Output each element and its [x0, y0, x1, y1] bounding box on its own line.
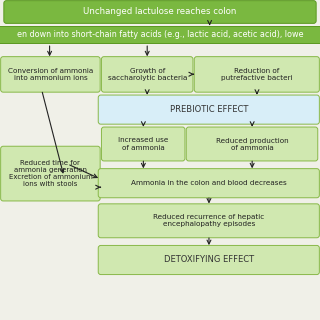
Text: Unchanged lactulose reaches colon: Unchanged lactulose reaches colon — [83, 7, 237, 17]
FancyBboxPatch shape — [98, 245, 319, 275]
Text: Reduced recurrence of hepatic
encephalopathy episodes: Reduced recurrence of hepatic encephalop… — [153, 214, 264, 227]
FancyBboxPatch shape — [4, 1, 316, 23]
FancyBboxPatch shape — [186, 127, 318, 161]
FancyBboxPatch shape — [98, 169, 319, 198]
FancyBboxPatch shape — [0, 26, 320, 43]
Text: DETOXIFYING EFFECT: DETOXIFYING EFFECT — [164, 255, 254, 265]
FancyBboxPatch shape — [1, 57, 100, 92]
FancyBboxPatch shape — [98, 204, 319, 238]
FancyBboxPatch shape — [1, 146, 100, 201]
FancyBboxPatch shape — [101, 127, 185, 161]
FancyBboxPatch shape — [101, 57, 193, 92]
Text: Growth of
saccharolytic bacteria: Growth of saccharolytic bacteria — [108, 68, 187, 81]
Text: en down into short-chain fatty acids (e.g., lactic acid, acetic acid), lowe: en down into short-chain fatty acids (e.… — [17, 30, 303, 39]
Text: Reduced time for
ammonia generation
Excretion of ammonium
ions with stools: Reduced time for ammonia generation Excr… — [9, 160, 92, 187]
FancyBboxPatch shape — [98, 95, 319, 124]
Text: PREBIOTIC EFFECT: PREBIOTIC EFFECT — [170, 105, 248, 114]
Text: Increased use
of ammonia: Increased use of ammonia — [118, 138, 168, 150]
Text: Ammonia in the colon and blood decreases: Ammonia in the colon and blood decreases — [131, 180, 287, 186]
Text: Reduction of
putrefactive bacteri: Reduction of putrefactive bacteri — [221, 68, 292, 81]
FancyBboxPatch shape — [194, 57, 319, 92]
Text: Conversion of ammonia
into ammonium ions: Conversion of ammonia into ammonium ions — [8, 68, 93, 81]
Text: Reduced production
of ammonia: Reduced production of ammonia — [216, 138, 288, 150]
